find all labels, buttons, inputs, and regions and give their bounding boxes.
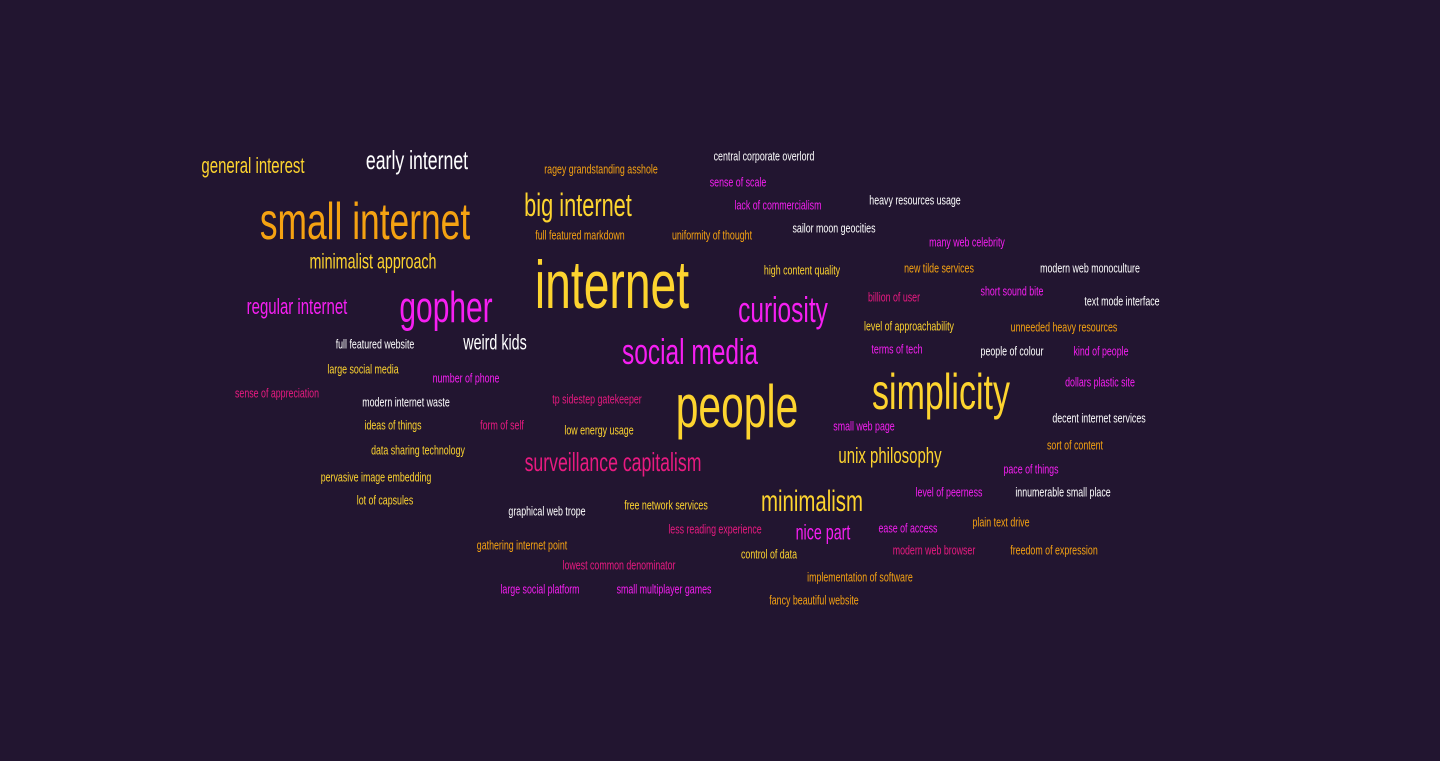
word-decent-internet-services[interactable]: decent internet services — [1052, 410, 1146, 426]
word-people-of-colour[interactable]: people of colour — [980, 343, 1044, 359]
word-free-network-services[interactable]: free network services — [624, 497, 708, 513]
word-small-internet[interactable]: small internet — [259, 193, 471, 251]
word-pace-of-things[interactable]: pace of things — [1003, 461, 1059, 477]
word-ease-of-access[interactable]: ease of access — [878, 520, 938, 536]
word-modern-web-browser[interactable]: modern web browser — [892, 542, 976, 558]
word-innumerable-small-place[interactable]: innumerable small place — [1015, 484, 1111, 500]
word-gopher[interactable]: gopher — [399, 283, 493, 332]
word-large-social-platform[interactable]: large social platform — [500, 581, 580, 597]
word-big-internet[interactable]: big internet — [524, 187, 632, 223]
word-full-featured-markdown[interactable]: full featured markdown — [535, 227, 625, 243]
word-form-of-self[interactable]: form of self — [480, 417, 524, 433]
word-simplicity[interactable]: simplicity — [872, 364, 1010, 420]
word-kind-of-people[interactable]: kind of people — [1073, 343, 1129, 359]
word-early-internet[interactable]: early internet — [365, 145, 469, 175]
word-many-web-celebrity[interactable]: many web celebrity — [929, 234, 1005, 250]
word-unneeded-heavy-resources[interactable]: unneeded heavy resources — [1010, 319, 1118, 335]
word-central-corporate-overlord[interactable]: central corporate overlord — [713, 148, 815, 164]
word-general-interest[interactable]: general interest — [201, 153, 305, 178]
word-new-tilde-services[interactable]: new tilde services — [904, 260, 974, 276]
word-sort-of-content[interactable]: sort of content — [1046, 437, 1104, 453]
word-curiosity[interactable]: curiosity — [738, 289, 828, 330]
word-sense-of-appreciation[interactable]: sense of appreciation — [234, 385, 320, 401]
word-uniformity-of-thought[interactable]: uniformity of thought — [671, 227, 753, 243]
word-people[interactable]: people — [675, 373, 799, 440]
word-regular-internet[interactable]: regular internet — [246, 294, 348, 319]
word-lack-of-commercialism[interactable]: lack of commercialism — [734, 197, 822, 213]
word-ragey-grandstanding-asshole[interactable]: ragey grandstanding asshole — [544, 161, 658, 177]
word-modern-web-monoculture[interactable]: modern web monoculture — [1040, 260, 1140, 276]
word-surveillance-capitalism[interactable]: surveillance capitalism — [524, 447, 702, 477]
word-large-social-media[interactable]: large social media — [327, 361, 399, 377]
word-sense-of-scale[interactable]: sense of scale — [709, 174, 767, 190]
word-minimalist-approach[interactable]: minimalist approach — [309, 250, 437, 274]
word-small-web-page[interactable]: small web page — [833, 418, 895, 434]
word-plain-text-drive[interactable]: plain text drive — [972, 514, 1030, 530]
word-heavy-resources-usage[interactable]: heavy resources usage — [869, 192, 961, 208]
word-level-of-approachability[interactable]: level of approachability — [864, 318, 954, 334]
word-weird-kids[interactable]: weird kids — [463, 331, 527, 355]
word-less-reading-experience[interactable]: less reading experience — [668, 521, 762, 537]
word-dollars-plastic-site[interactable]: dollars plastic site — [1065, 374, 1135, 390]
word-minimalism[interactable]: minimalism — [761, 485, 863, 518]
word-sailor-moon-geocities[interactable]: sailor moon geocities — [792, 220, 876, 236]
word-tp-sidestep-gatekeeper[interactable]: tp sidestep gatekeeper — [552, 391, 642, 407]
word-social-media[interactable]: social media — [621, 331, 759, 372]
word-unix-philosophy[interactable]: unix philosophy — [838, 443, 942, 468]
word-nice-part[interactable]: nice part — [795, 521, 851, 545]
word-lowest-common-denominator[interactable]: lowest common denominator — [562, 557, 676, 573]
word-billion-of-user[interactable]: billion of user — [867, 289, 921, 305]
word-internet[interactable]: internet — [534, 247, 690, 323]
word-modern-internet-waste[interactable]: modern internet waste — [362, 394, 450, 410]
word-freedom-of-expression[interactable]: freedom of expression — [1010, 542, 1098, 558]
word-lot-of-capsules[interactable]: lot of capsules — [356, 492, 414, 508]
word-pervasive-image-embedding[interactable]: pervasive image embedding — [320, 469, 432, 485]
word-level-of-peerness[interactable]: level of peerness — [915, 484, 983, 500]
word-text-mode-interface[interactable]: text mode interface — [1084, 293, 1160, 309]
word-control-of-data[interactable]: control of data — [740, 546, 798, 562]
word-terms-of-tech[interactable]: terms of tech — [871, 341, 923, 357]
word-graphical-web-trope[interactable]: graphical web trope — [508, 503, 586, 519]
word-fancy-beautiful-website[interactable]: fancy beautiful website — [769, 592, 859, 608]
word-gathering-internet-point[interactable]: gathering internet point — [476, 537, 568, 553]
word-small-multiplayer-games[interactable]: small multiplayer games — [616, 581, 712, 597]
word-number-of-phone[interactable]: number of phone — [432, 370, 500, 386]
word-high-content-quality[interactable]: high content quality — [763, 262, 841, 278]
word-low-energy-usage[interactable]: low energy usage — [564, 422, 634, 438]
word-short-sound-bite[interactable]: short sound bite — [980, 283, 1044, 299]
word-implementation-of-software[interactable]: implementation of software — [807, 569, 913, 585]
word-full-featured-website[interactable]: full featured website — [335, 336, 415, 352]
word-data-sharing-technology[interactable]: data sharing technology — [371, 442, 465, 458]
word-ideas-of-things[interactable]: ideas of things — [364, 417, 422, 433]
